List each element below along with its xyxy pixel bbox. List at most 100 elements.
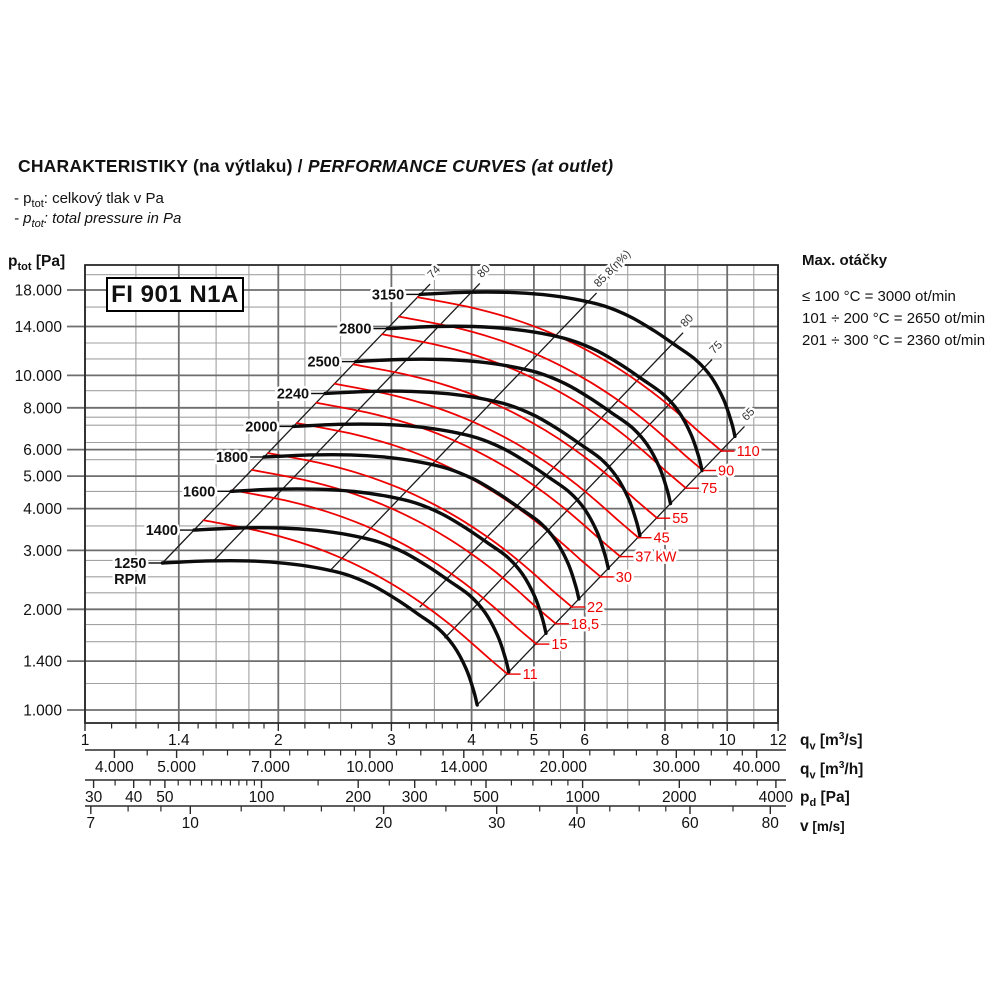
y-tick-label: 1.400 [23, 654, 62, 671]
axis-label-velocity: 60 [681, 815, 699, 832]
rpm-label-2000: 2000 [245, 419, 277, 435]
max-speed-line: 201 ÷ 300 °C = 2360 ot/min [802, 332, 986, 349]
max-speed-heading: Max. otáčky [802, 252, 888, 269]
rpm-label-3150: 3150 [372, 287, 404, 303]
power-curve-15kw [231, 489, 538, 645]
power-curve-110kw [416, 296, 723, 452]
power-curve-90kw [398, 315, 704, 472]
power-curve-11kw [202, 519, 509, 675]
axis-unit-dyn-pressure: pd [Pa] [800, 789, 850, 810]
efficiency-line-80 [419, 332, 684, 608]
axis-label-velocity: 30 [488, 815, 506, 832]
rpm-curve-2240 [323, 389, 642, 538]
axis-label-flow-m3h: 10.000 [346, 759, 394, 776]
rpm-curve-1600 [229, 487, 548, 635]
rpm-label-1250: 1250 [114, 556, 146, 572]
rpm-label-1600: 1600 [183, 484, 215, 500]
y-tick-label: 5.000 [23, 469, 62, 486]
axis-label-flow-m3h: 40.000 [733, 759, 781, 776]
axis-label-dyn-pressure: 300 [402, 789, 428, 806]
rpm-label-2240: 2240 [277, 387, 309, 403]
rpm-label-2800: 2800 [339, 322, 371, 338]
axis-label-flow-m3s: 8 [661, 732, 670, 749]
axis-label-velocity: 40 [568, 815, 586, 832]
note-english: - ptot: total pressure in Pa [14, 210, 182, 230]
y-tick-label: 10.000 [15, 368, 63, 385]
axis-label-velocity: 20 [375, 815, 393, 832]
axis-label-dyn-pressure: 50 [156, 789, 174, 806]
axis-label-velocity: 80 [762, 815, 780, 832]
axis-label-flow-m3s: 5 [530, 732, 539, 749]
power-label-11kw: 11 [523, 667, 538, 683]
y-axis-title: ptot [Pa] [8, 253, 66, 274]
axis-label-flow-m3s: 2 [274, 732, 283, 749]
model-label: FI 901 N1A [106, 277, 244, 312]
rpm-curve-2800 [385, 324, 704, 473]
axis-label-flow-m3h: 4.000 [95, 759, 134, 776]
power-label-37kw: 37 kW [635, 550, 676, 566]
axis-label-dyn-pressure: 4000 [759, 789, 794, 806]
y-tick-label: 14.000 [15, 319, 63, 336]
power-curve-22kw [267, 452, 573, 608]
efficiency-label-74: 74 [426, 263, 444, 281]
axis-unit-flow-m3h: qv [m3/h] [800, 760, 864, 782]
axis-label-flow-m3h: 7.000 [251, 759, 290, 776]
y-tick-label: 4.000 [23, 501, 62, 518]
axis-label-flow-m3h: 30.000 [653, 759, 701, 776]
rpm-curve-1400 [192, 526, 511, 674]
power-curve-18.5kw [251, 469, 557, 625]
axis-label-flow-m3s: 10 [719, 732, 737, 749]
axis-label-flow-m3s: 1 [81, 732, 90, 749]
title-czech: CHARAKTERISTIKY (na výtlaku) / [18, 156, 308, 176]
axis-label-dyn-pressure: 100 [249, 789, 275, 806]
axis-label-flow-m3s: 12 [769, 732, 786, 749]
efficiency-line-85,8(η%) [328, 292, 598, 573]
max-speed-line: ≤ 100 °C = 3000 ot/min [802, 288, 956, 305]
plot-frame [84, 264, 779, 724]
note-czech: - ptot: celkový tlak v Pa [14, 190, 164, 210]
y-tick-label: 8.000 [23, 400, 62, 417]
power-label-22kw: 22 [587, 600, 603, 616]
efficiency-label-85,8(η%): 85,8(η%) [592, 248, 633, 290]
power-label-110kw: 110 [737, 444, 760, 460]
power-label-55kw: 55 [672, 511, 688, 527]
rpm-label-1800: 1800 [216, 450, 248, 466]
efficiency-line-65 [476, 425, 745, 706]
y-tick-label: 3.000 [23, 543, 62, 560]
y-tick-label: 6.000 [23, 442, 62, 459]
title-english: PERFORMANCE CURVES (at outlet) [307, 156, 614, 176]
rpm-curve-1800 [262, 452, 581, 601]
y-tick-label: 2.000 [23, 602, 62, 619]
rpm-curve-1250 [160, 558, 479, 707]
axis-unit-velocity: v [m/s] [800, 818, 845, 835]
axis-label-flow-m3s: 6 [580, 732, 589, 749]
power-curve-37kw [315, 401, 622, 558]
page-title: CHARAKTERISTIKY (na výtlaku) / PERFORMAN… [18, 156, 613, 177]
rpm-curve-2000 [291, 422, 610, 571]
rpm-label-2500: 2500 [308, 355, 340, 371]
axis-label-flow-m3h: 14.000 [440, 759, 488, 776]
power-label-15kw: 15 [551, 637, 567, 653]
axis-label-dyn-pressure: 30 [85, 789, 103, 806]
axis-label-flow-m3h: 5.000 [157, 759, 196, 776]
power-label-90kw: 90 [718, 464, 734, 480]
power-label-75kw: 75 [701, 481, 717, 497]
power-curve-75kw [381, 333, 687, 490]
power-label-18.5kw: 18,5 [571, 617, 599, 633]
rpm-label-1400: 1400 [146, 523, 178, 539]
axis-label-dyn-pressure: 1000 [565, 789, 600, 806]
rpm-unit-label: RPM [114, 572, 146, 588]
axis-label-velocity: 7 [86, 815, 95, 832]
axis-label-dyn-pressure: 2000 [662, 789, 697, 806]
efficiency-label-75: 75 [708, 339, 726, 357]
y-tick-label: 18.000 [15, 283, 63, 300]
power-curve-45kw [333, 382, 640, 539]
axis-label-dyn-pressure: 500 [473, 789, 499, 806]
axis-label-flow-m3s: 3 [387, 732, 396, 749]
y-tick-label: 1.000 [23, 703, 62, 720]
rpm-curve-2500 [354, 357, 673, 506]
axis-unit-flow-m3s: qv [m3/s] [800, 731, 863, 753]
axis-label-flow-m3s: 4 [467, 732, 476, 749]
